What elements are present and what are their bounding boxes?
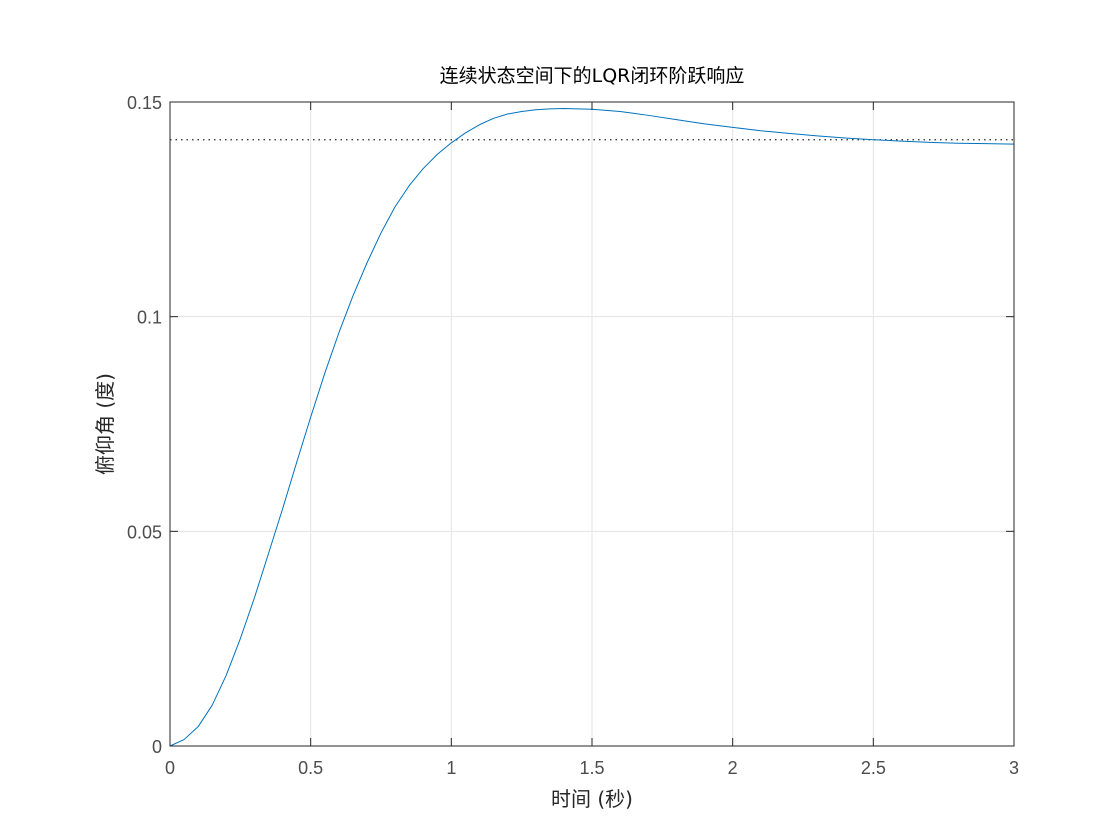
x-tick-label: 1 — [446, 758, 456, 778]
x-axis-label: 时间 (秒) — [551, 787, 633, 811]
y-axis-label: 俯仰角 (度) — [93, 373, 117, 475]
y-tick-label: 0.1 — [137, 308, 162, 328]
x-tick-label: 1.5 — [579, 758, 604, 778]
grid-lines — [169, 101, 1015, 747]
x-tick-label: 3 — [1009, 758, 1019, 778]
x-tick-label: 2 — [728, 758, 738, 778]
y-tick-label: 0 — [152, 737, 162, 757]
x-tick-label: 0.5 — [298, 758, 323, 778]
y-tick-label: 0.15 — [127, 93, 162, 113]
x-tick-label: 0 — [165, 758, 175, 778]
axis-ticks: 0 0.5 1 1.5 2 2.5 3 0 0.05 0.1 0.15 — [127, 93, 1019, 778]
chart-title: 连续状态空间下的LQR闭环阶跃响应 — [440, 65, 745, 87]
series-line — [169, 107, 1015, 747]
x-tick-label: 2.5 — [861, 758, 886, 778]
y-tick-label: 0.05 — [127, 522, 162, 542]
